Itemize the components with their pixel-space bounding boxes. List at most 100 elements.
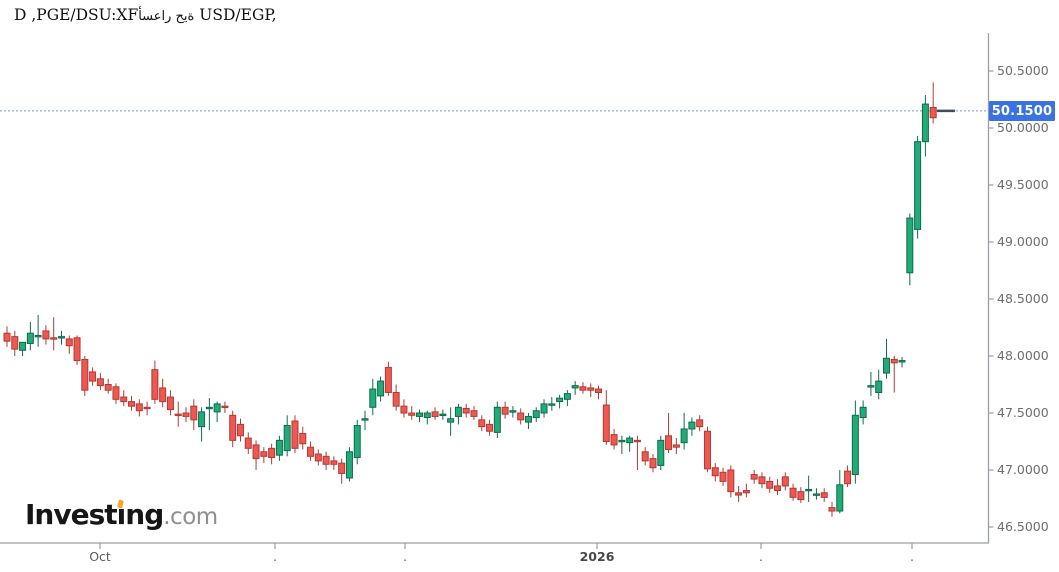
y-axis-label: 50.0000 <box>997 120 1049 135</box>
candle <box>859 400 867 425</box>
candle <box>626 435 634 452</box>
candle <box>322 451 330 470</box>
candle <box>509 406 517 418</box>
y-axis-label: 49.0000 <box>997 234 1049 249</box>
candle <box>851 400 859 484</box>
candle <box>719 467 727 486</box>
candle <box>42 325 50 345</box>
candle <box>914 135 922 239</box>
candle <box>268 443 276 465</box>
candle <box>89 367 97 386</box>
candle <box>805 475 813 502</box>
candle <box>657 435 665 470</box>
candle <box>283 415 291 457</box>
candle <box>190 399 198 431</box>
candle <box>291 415 299 453</box>
candle <box>696 415 704 432</box>
candle <box>672 438 680 455</box>
candle <box>820 488 828 502</box>
candle <box>57 330 65 345</box>
candle <box>493 401 501 439</box>
candle <box>345 447 353 482</box>
x-axis-label: 2026 <box>579 549 615 564</box>
candle <box>844 465 852 488</box>
y-axis-label: 47.5000 <box>997 405 1049 420</box>
candle <box>135 399 143 417</box>
candle <box>618 435 626 455</box>
candle <box>330 456 338 470</box>
candle <box>400 399 408 418</box>
candle <box>735 485 743 502</box>
candle <box>774 479 782 496</box>
candle <box>680 413 688 450</box>
candle <box>532 407 540 423</box>
candle <box>595 385 603 400</box>
candle <box>3 326 11 347</box>
candle <box>633 435 641 470</box>
candle <box>501 401 509 419</box>
candle <box>711 463 719 482</box>
y-axis-label: 48.0000 <box>997 348 1049 363</box>
candle <box>369 378 377 416</box>
candle <box>415 409 423 423</box>
candle <box>470 406 478 420</box>
candle <box>929 82 937 124</box>
candle <box>384 361 392 396</box>
candle <box>602 390 610 445</box>
candle <box>81 356 89 396</box>
logo-com-suffix: .com <box>163 504 218 530</box>
candle <box>314 449 322 466</box>
title-symbol-left: D ,PGE/DSU:XF <box>14 6 139 24</box>
candle <box>96 373 104 391</box>
candle <box>166 390 174 416</box>
candle <box>431 407 439 420</box>
candle <box>742 483 750 498</box>
candle <box>789 483 797 501</box>
candle <box>213 401 221 423</box>
candle <box>836 470 844 514</box>
candle <box>11 330 19 356</box>
candle <box>641 447 649 466</box>
candle <box>454 403 462 425</box>
candle <box>174 401 182 427</box>
candle <box>377 376 385 402</box>
y-axis-label: 46.5000 <box>997 519 1049 534</box>
candle <box>524 413 532 429</box>
y-axis-label: 50.5000 <box>997 63 1049 78</box>
candle <box>766 476 774 493</box>
candle <box>143 401 151 416</box>
y-axis-label: 49.5000 <box>997 177 1049 192</box>
x-axis-label: Oct <box>89 549 111 564</box>
candle <box>890 356 898 393</box>
y-axis-label: 47.0000 <box>997 462 1049 477</box>
candle <box>447 407 455 436</box>
x-axis-label: . <box>273 549 277 564</box>
candle <box>50 317 58 351</box>
logo-text: Investıng <box>25 498 164 531</box>
candle <box>556 394 564 409</box>
candle <box>307 441 315 461</box>
candle <box>65 335 73 354</box>
candle <box>727 465 735 498</box>
candle <box>26 321 34 351</box>
candle <box>579 382 587 394</box>
candle <box>120 390 128 407</box>
candle <box>112 383 120 404</box>
candle <box>260 447 268 464</box>
candle <box>462 403 470 418</box>
candle <box>104 378 112 394</box>
title-arabic-text: ةيح راعسأ <box>138 9 195 24</box>
candle <box>128 395 136 411</box>
candle <box>921 94 929 157</box>
candle <box>408 406 416 420</box>
candle <box>151 360 159 404</box>
candle <box>338 458 346 484</box>
candle <box>781 472 789 491</box>
candle <box>812 488 820 500</box>
last-price-value: 50.1500 <box>991 103 1053 119</box>
title-pair: USD/EGP, <box>194 6 277 24</box>
candle <box>571 381 579 395</box>
x-axis-label: . <box>403 549 407 564</box>
